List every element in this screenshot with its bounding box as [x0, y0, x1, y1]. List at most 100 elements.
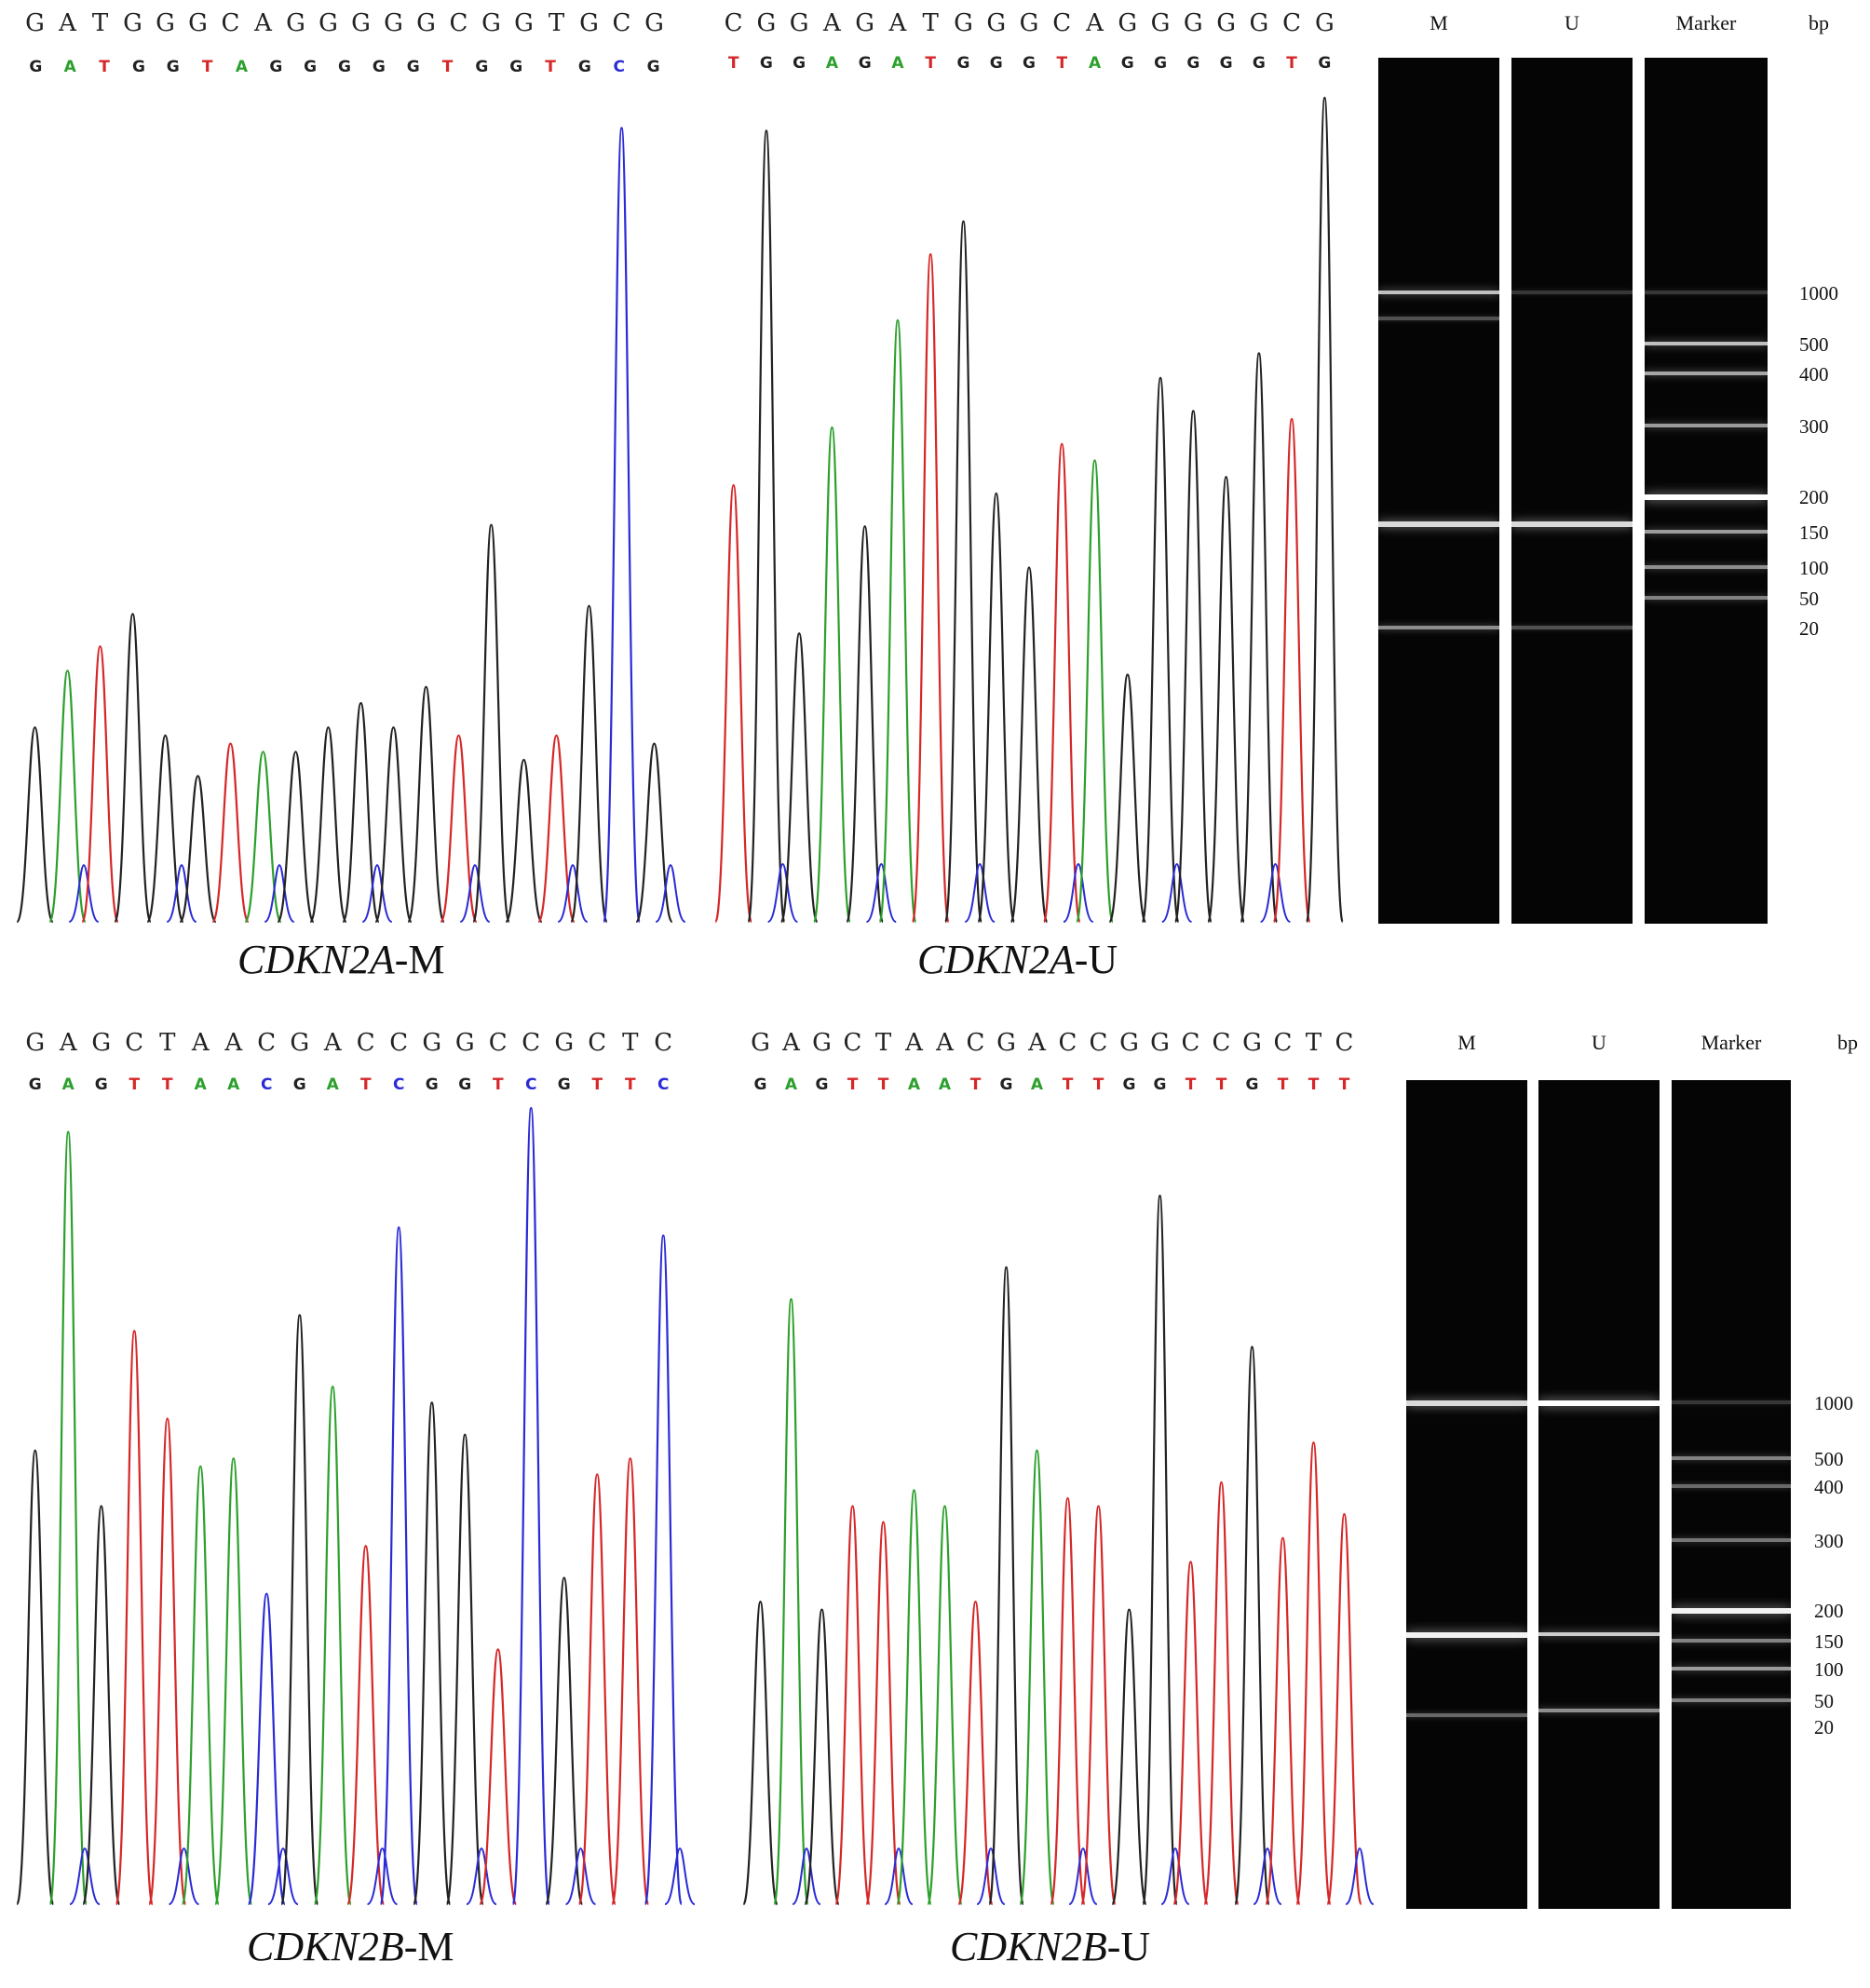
caption-suffix: -M: [394, 937, 445, 982]
reference-base: G: [25, 1029, 45, 1057]
reference-base: G: [318, 9, 338, 37]
called-base: A: [64, 58, 77, 76]
reference-base: C: [613, 9, 631, 37]
called-base: G: [1000, 1075, 1013, 1094]
reference-base: G: [996, 1029, 1016, 1057]
called-base: T: [728, 54, 739, 73]
reference-base: A: [59, 1029, 78, 1057]
called-base: A: [227, 1075, 240, 1094]
peak-g: [280, 1314, 319, 1906]
called-base: G: [475, 58, 488, 76]
peak-a: [1076, 459, 1114, 924]
secondary-peak: [792, 1847, 821, 1905]
secondary-peak: [69, 1847, 101, 1905]
size-label: 150: [1814, 1630, 1844, 1653]
lane-label-u: U: [1592, 1031, 1606, 1054]
called-base: G: [29, 1075, 42, 1094]
reference-base: C: [125, 1029, 143, 1057]
reference-base: A: [1085, 9, 1104, 37]
secondary-peak: [1063, 863, 1094, 923]
called-base: T: [1056, 54, 1067, 73]
reference-base: C: [222, 9, 240, 37]
called-base: T: [162, 1075, 173, 1094]
secondary-peak: [964, 863, 996, 923]
reference-base: G: [1151, 9, 1171, 37]
reference-base: G: [188, 9, 208, 37]
called-base: G: [956, 54, 969, 73]
called-base: T: [360, 1075, 372, 1094]
peak-t: [1326, 1512, 1362, 1906]
secondary-peak: [466, 1847, 497, 1905]
called-base: G: [1253, 54, 1266, 73]
gel-band: [1645, 424, 1768, 427]
called-base: G: [1318, 54, 1331, 73]
reference-base: G: [812, 1029, 832, 1057]
reference-base: C: [357, 1029, 375, 1057]
reference-base: C: [522, 1029, 540, 1057]
reference-base: C: [1213, 1029, 1231, 1057]
size-label: 100: [1814, 1658, 1844, 1681]
secondary-peak: [166, 864, 197, 923]
reference-base: C: [450, 9, 468, 37]
size-label: 500: [1814, 1448, 1844, 1470]
called-base: G: [816, 1075, 829, 1094]
peak-g: [472, 523, 510, 924]
secondary-peak: [366, 1847, 399, 1905]
called-base: G: [1220, 54, 1233, 73]
peak-a: [214, 1457, 253, 1906]
peak-g: [342, 701, 380, 924]
secondary-peak: [361, 864, 393, 923]
gel-lane-u: [1538, 1080, 1660, 1909]
trace-group: [16, 1106, 696, 1906]
peak-t: [537, 734, 576, 924]
reference-base: C: [725, 9, 743, 37]
reference-base: A: [822, 9, 842, 37]
peak-g: [309, 726, 347, 924]
reference-base: C: [1274, 1029, 1293, 1057]
reference-base: G: [123, 9, 142, 37]
peak-t: [1295, 1440, 1332, 1906]
peak-t: [714, 483, 753, 924]
called-base: G: [1121, 54, 1134, 73]
called-base: G: [293, 1075, 306, 1094]
peak-a: [48, 1130, 88, 1906]
peak-g: [445, 1433, 484, 1906]
gel-cdkn2b: bp M U Marker 1000 500 400 300 200 150 100 50 20: [1378, 1020, 1870, 1951]
gel-band: [1645, 530, 1768, 534]
peak-g: [413, 1401, 452, 1906]
called-base: G: [1123, 1075, 1136, 1094]
peak-g: [1305, 96, 1344, 924]
peak-g: [1240, 352, 1279, 924]
secondary-peak: [1068, 1847, 1098, 1905]
size-label: 150: [1799, 521, 1829, 544]
reference-base: C: [489, 1029, 508, 1057]
called-base: T: [1063, 1075, 1074, 1094]
gel-band: [1378, 291, 1499, 294]
called-base: T: [847, 1075, 859, 1094]
gel-band: [1672, 1400, 1791, 1404]
called-base: G: [760, 54, 773, 73]
called-base: A: [1031, 1075, 1044, 1094]
gel-band: [1672, 1456, 1791, 1460]
peak-g: [779, 632, 819, 924]
called-base: G: [373, 58, 386, 76]
peak-g: [1108, 673, 1147, 924]
gel-band: [1645, 565, 1768, 569]
called-base: G: [269, 58, 282, 76]
caption-gene: CDKN2B: [950, 1924, 1107, 1969]
lane-label-m: M: [1457, 1031, 1476, 1054]
reference-base: C: [1282, 9, 1301, 37]
reference-base: G: [554, 1029, 574, 1057]
trace-group: [714, 96, 1344, 924]
reference-base: G: [1119, 1029, 1139, 1057]
reference-base: G: [351, 9, 371, 37]
size-label: 500: [1799, 333, 1829, 356]
secondary-peak: [264, 864, 295, 923]
peak-t: [81, 645, 119, 924]
called-base: T: [1278, 1075, 1289, 1094]
